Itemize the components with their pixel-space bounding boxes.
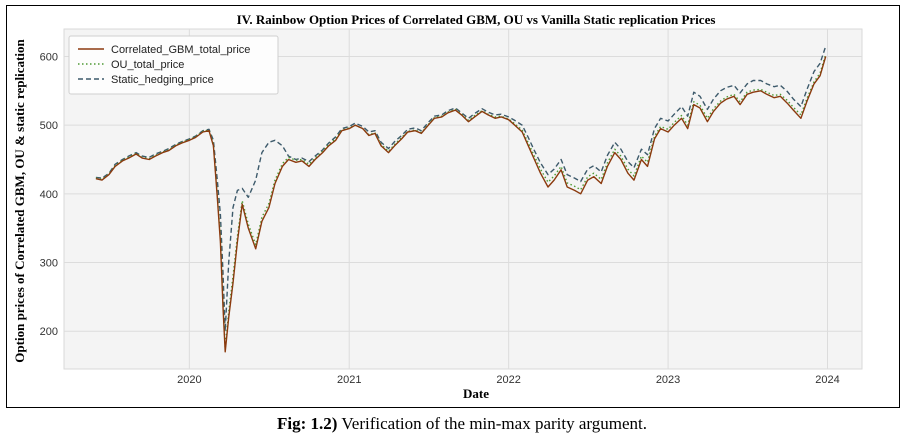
- x-tick-label: 2023: [656, 374, 680, 386]
- legend-label-ou: OU_total_price: [111, 59, 184, 71]
- legend-box: [68, 35, 279, 95]
- series-lines: [95, 45, 827, 353]
- x-tick-label: 2021: [337, 374, 361, 386]
- chart-title: IV. Rainbow Option Prices of Correlated …: [237, 12, 716, 27]
- tick-labels: 200 300 400 500 600 2020 2021 2022 2023 2024: [40, 51, 840, 386]
- y-axis-label: Option prices of Correlated GBM, OU & st…: [12, 39, 27, 363]
- series-line-static-hedging: [95, 45, 827, 332]
- chart: 200 300 400 500 600 2020 2021 2022 2023 2024 IV. …: [12, 12, 863, 401]
- caption-label: Fig: 1.2): [277, 414, 338, 433]
- figure-caption: Fig: 1.2) Verification of the min-max pa…: [0, 414, 924, 434]
- caption-text: Verification of the min-max parity argum…: [341, 414, 647, 433]
- y-tick-label: 200: [40, 326, 58, 338]
- legend-label-static-hedging: Static_hedging_price: [111, 74, 214, 86]
- x-tick-label: 2022: [496, 374, 520, 386]
- y-tick-label: 500: [40, 120, 58, 132]
- x-tick-label: 2024: [815, 374, 839, 386]
- y-tick-label: 600: [40, 51, 58, 63]
- legend-label-correlated-gbm: Correlated_GBM_total_price: [111, 44, 250, 56]
- legend: Correlated_GBM_total_price OU_total_pric…: [68, 35, 279, 95]
- y-tick-label: 300: [40, 258, 58, 270]
- series-line-correlated-gbm: [95, 56, 827, 353]
- x-axis-label: Date: [463, 386, 489, 401]
- y-tick-label: 400: [40, 189, 58, 201]
- x-tick-label: 2020: [177, 374, 201, 386]
